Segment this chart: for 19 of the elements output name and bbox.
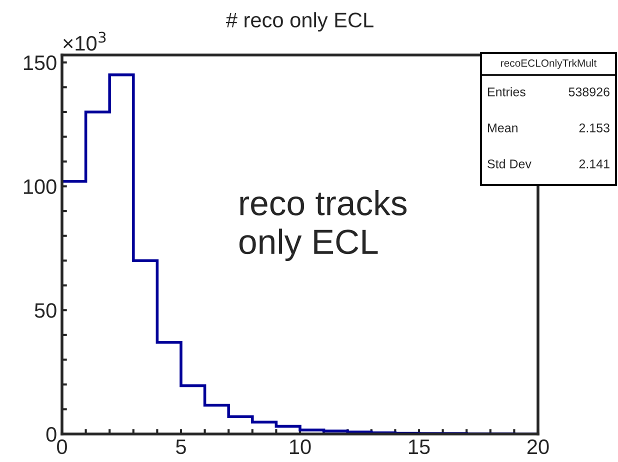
y-tick-label: 0 <box>46 427 56 442</box>
x-tick-label: 15 <box>409 440 430 454</box>
annotation: Entries <box>488 87 526 96</box>
annotation: recoECLOnlyTrkMult <box>501 59 597 69</box>
x-tick-label: 20 <box>527 439 549 454</box>
text: 538926 <box>568 88 610 96</box>
y-tick-label: 50 <box>34 303 56 318</box>
y-tick-label: 100 <box>24 179 56 194</box>
text: ×10$^{3}$ <box>63 32 106 51</box>
text: 2.141 <box>579 160 610 168</box>
annotation: Std Dev <box>488 159 532 168</box>
chart-title: # reco only ECL <box>226 12 374 32</box>
y-tick-label: 150 <box>24 55 56 70</box>
x-tick-label: 5 <box>176 440 186 454</box>
annotation: Mean <box>488 124 518 132</box>
x-tick-label: 0 <box>57 439 67 454</box>
annotation: reco tracks only ECL <box>239 190 407 262</box>
text: 2.153 <box>579 124 610 132</box>
x-tick-label: 10 <box>290 439 311 454</box>
